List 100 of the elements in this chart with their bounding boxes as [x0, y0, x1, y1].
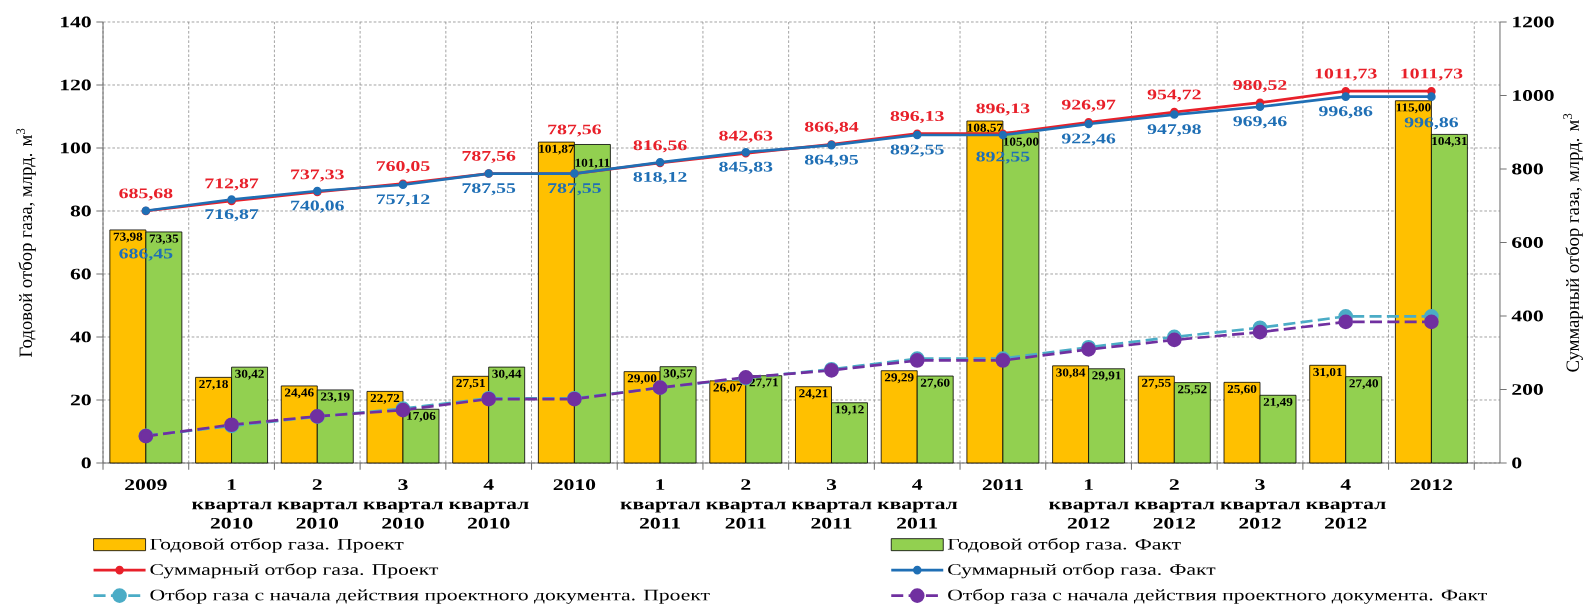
data-label: 712,87 — [205, 178, 259, 191]
data-label: 996,86 — [1404, 117, 1459, 130]
y2-tick-label: 600 — [1512, 237, 1543, 248]
data-label: 969,46 — [1233, 116, 1287, 129]
data-label: 29,00 — [627, 374, 657, 385]
data-label: 30,84 — [1056, 368, 1086, 379]
data-label: 947,98 — [1147, 124, 1201, 137]
data-label: 926,97 — [1061, 99, 1116, 112]
data-label: 866,84 — [804, 121, 859, 134]
y2-tick-label: 200 — [1512, 384, 1543, 395]
y-tick-label: 20 — [70, 394, 91, 406]
y2-axis-title: Суммарный отбор газа, млрд. м$^{3}$ — [1563, 113, 1583, 372]
data-label: 896,13 — [890, 111, 944, 124]
data-label: 740,06 — [291, 200, 344, 213]
data-label: 892,55 — [976, 151, 1030, 164]
data-label: 73,98 — [113, 232, 143, 243]
data-label: 816,56 — [633, 140, 687, 153]
data-label: 105,00 — [1003, 137, 1039, 148]
data-label: 30,44 — [492, 369, 522, 380]
data-label: 757,12 — [376, 194, 430, 207]
legend-label: Годовой отбор газа. Факт — [947, 537, 1181, 553]
x-tick-label: 1 квартал 2010 — [192, 479, 272, 529]
x-tick-label: 1 квартал 2012 — [1049, 479, 1129, 529]
data-label: 30,42 — [235, 369, 264, 380]
x-tick-label: 2 квартал 2012 — [1134, 479, 1215, 529]
y-tick-label: 80 — [70, 205, 91, 217]
x-tick-label: 4 квартал 2011 — [877, 479, 958, 529]
data-label: 29,29 — [884, 373, 914, 384]
data-label: 760,05 — [376, 161, 430, 174]
data-label: 24,21 — [799, 389, 828, 400]
y2-tick-label: 1000 — [1513, 90, 1554, 101]
data-label: 787,56 — [462, 150, 516, 163]
y2-tick-label: 0 — [1512, 457, 1522, 469]
y-tick-label: 40 — [70, 331, 91, 343]
x-tick-label: 2010 — [553, 479, 596, 491]
y-tick-label: 120 — [60, 79, 91, 91]
data-label: 716,87 — [205, 209, 259, 222]
data-label: 29,91 — [1092, 371, 1121, 382]
data-label: 922,46 — [1061, 133, 1116, 146]
data-label: 787,56 — [548, 124, 602, 137]
x-tick-label: 4 квартал 2012 — [1306, 479, 1386, 529]
data-label: 685,68 — [119, 188, 173, 201]
x-tick-label: 4 квартал 2010 — [449, 479, 529, 529]
x-tick-label: 2011 — [982, 479, 1023, 491]
data-label: 23,19 — [320, 392, 350, 403]
data-label: 25,60 — [1227, 384, 1257, 395]
data-label: 845,83 — [719, 161, 773, 174]
data-label: 1011,73 — [1315, 68, 1377, 81]
data-label: 686,45 — [119, 248, 173, 261]
data-label: 1011,73 — [1401, 68, 1463, 81]
y-tick-label: 0 — [81, 457, 91, 469]
data-label: 24,46 — [284, 388, 314, 399]
y2-tick-label: 800 — [1512, 163, 1543, 175]
y-tick-label: 140 — [60, 16, 91, 28]
legend-label: Суммарный отбор газа. Факт — [948, 563, 1216, 579]
data-label: 787,55 — [462, 183, 516, 196]
data-label: 27,60 — [920, 378, 950, 389]
data-label: 73,35 — [149, 234, 179, 245]
legend-label: Отбор газа с начала действия проектного документа. Проект — [150, 588, 710, 604]
x-tick-label: 3 квартал 2012 — [1220, 479, 1301, 529]
legend-label: Годовой отбор газа. Проект — [150, 537, 404, 553]
y2-tick-label: 400 — [1511, 310, 1543, 322]
data-label: 818,12 — [633, 171, 687, 184]
data-label: 108,57 — [967, 123, 1003, 134]
data-label: 30,57 — [663, 369, 693, 380]
x-tick-label: 3 квартал 2010 — [363, 479, 443, 529]
x-tick-label: 1 квартал 2011 — [620, 479, 701, 529]
x-tick-label: 3 квартал 2011 — [791, 479, 872, 529]
y-axis-title: Годовой отбор газа, млрд. м$^{3}$ — [16, 128, 36, 357]
y-tick-label: 100 — [60, 142, 91, 154]
x-tick-label: 2009 — [125, 479, 167, 491]
data-label: 842,63 — [719, 130, 773, 143]
data-label: 27,18 — [199, 379, 228, 390]
y-tick-label: 60 — [70, 268, 91, 280]
data-label: 21,49 — [1263, 397, 1293, 408]
x-tick-label: 2 квартал 2010 — [277, 479, 358, 529]
data-label: 22,72 — [370, 394, 400, 404]
data-label: 31,01 — [1313, 367, 1342, 378]
data-label: 980,52 — [1233, 80, 1287, 93]
data-label: 27,40 — [1349, 379, 1379, 390]
data-label: 19,12 — [835, 405, 864, 416]
data-label: 104,31 — [1432, 137, 1467, 147]
data-label: 27,55 — [1142, 378, 1171, 389]
legend-label: Отбор газа с начала действия проектного документа. Факт — [948, 588, 1487, 604]
data-label: 737,33 — [291, 169, 344, 182]
data-label: 25,52 — [1178, 385, 1207, 395]
x-tick-label: 2 квартал 2011 — [706, 479, 786, 529]
data-label: 26,07 — [713, 383, 743, 394]
data-label: 101,11 — [575, 158, 610, 169]
legend-label: Суммарный отбор газа. Проект — [150, 563, 439, 579]
data-label: 27,51 — [456, 378, 485, 389]
data-label: 996,86 — [1319, 106, 1373, 119]
x-tick-label: 2012 — [1410, 479, 1453, 491]
data-label: 115,00 — [1396, 103, 1431, 114]
data-label: 101,87 — [539, 144, 575, 155]
y2-tick-label: 1200 — [1513, 16, 1554, 28]
data-label: 954,72 — [1147, 89, 1201, 102]
data-label: 892,55 — [890, 144, 944, 157]
data-label: 896,13 — [976, 103, 1030, 116]
data-label: 17,06 — [407, 411, 436, 422]
